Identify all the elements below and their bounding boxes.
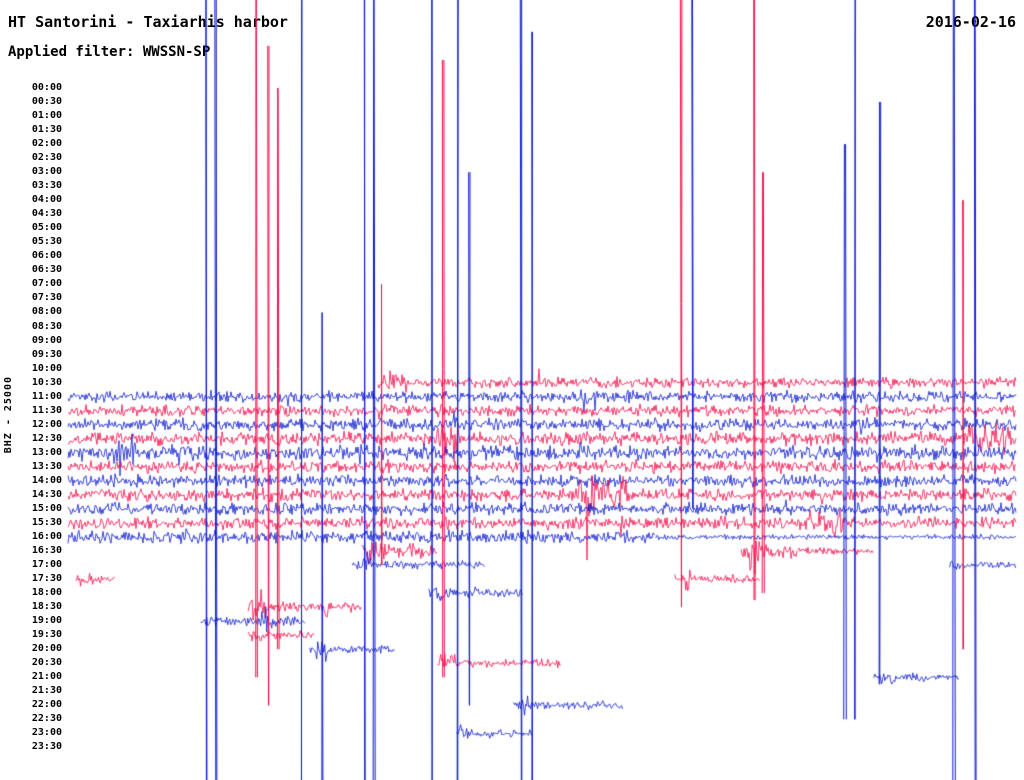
helicorder-page: HT Santorini - Taxiarhis harbor 2016-02-…: [0, 0, 1024, 780]
helicorder-canvas: [0, 0, 1024, 780]
